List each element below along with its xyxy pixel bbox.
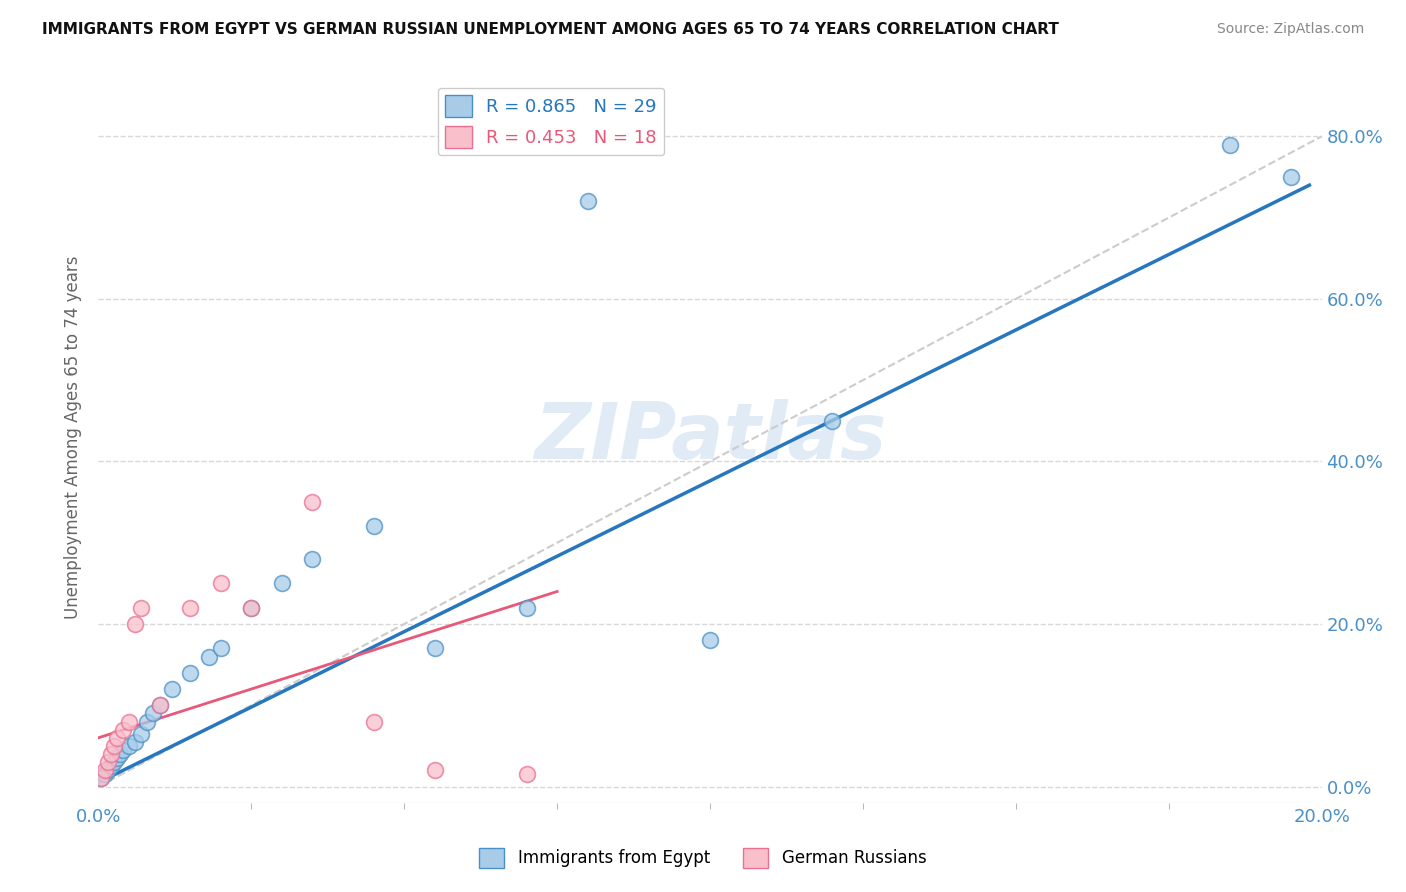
Point: [197, 649, 219, 664]
Point: [516, 600, 538, 615]
Point: [1279, 169, 1302, 184]
Point: [179, 665, 201, 680]
Y-axis label: Unemployment Among Ages 65 to 74 years: Unemployment Among Ages 65 to 74 years: [65, 255, 83, 619]
Point: [105, 731, 128, 745]
Point: [270, 576, 294, 591]
Point: [516, 767, 538, 781]
Point: [111, 723, 134, 737]
Point: [301, 552, 323, 566]
Point: [301, 495, 323, 509]
Text: ZIPatlas: ZIPatlas: [534, 399, 886, 475]
Point: [423, 764, 446, 778]
Point: [363, 714, 385, 729]
Point: [699, 633, 721, 648]
Legend: Immigrants from Egypt, German Russians: Immigrants from Egypt, German Russians: [472, 841, 934, 875]
Point: [93, 767, 115, 781]
Text: IMMIGRANTS FROM EGYPT VS GERMAN RUSSIAN UNEMPLOYMENT AMONG AGES 65 TO 74 YEARS C: IMMIGRANTS FROM EGYPT VS GERMAN RUSSIAN …: [42, 22, 1059, 37]
Point: [149, 698, 172, 713]
Point: [179, 600, 201, 615]
Point: [105, 751, 128, 765]
Point: [103, 755, 125, 769]
Point: [90, 772, 112, 786]
Point: [118, 739, 141, 753]
Point: [363, 519, 385, 533]
Text: Source: ZipAtlas.com: Source: ZipAtlas.com: [1216, 22, 1364, 37]
Point: [136, 714, 159, 729]
Point: [97, 764, 120, 778]
Point: [111, 743, 134, 757]
Point: [240, 600, 263, 615]
Point: [423, 641, 446, 656]
Point: [209, 576, 232, 591]
Point: [240, 600, 263, 615]
Point: [103, 739, 125, 753]
Point: [576, 194, 599, 209]
Point: [209, 641, 232, 656]
Point: [93, 764, 115, 778]
Point: [97, 755, 120, 769]
Point: [821, 414, 844, 428]
Point: [108, 747, 131, 761]
Point: [160, 681, 183, 696]
Point: [124, 735, 146, 749]
Point: [129, 600, 152, 615]
Point: [90, 772, 112, 786]
Point: [142, 706, 165, 721]
Point: [149, 698, 172, 713]
Point: [129, 727, 152, 741]
Point: [124, 617, 146, 632]
Point: [100, 747, 122, 761]
Legend: R = 0.865   N = 29, R = 0.453   N = 18: R = 0.865 N = 29, R = 0.453 N = 18: [437, 87, 664, 155]
Point: [100, 759, 122, 773]
Point: [1219, 137, 1241, 152]
Point: [118, 714, 141, 729]
